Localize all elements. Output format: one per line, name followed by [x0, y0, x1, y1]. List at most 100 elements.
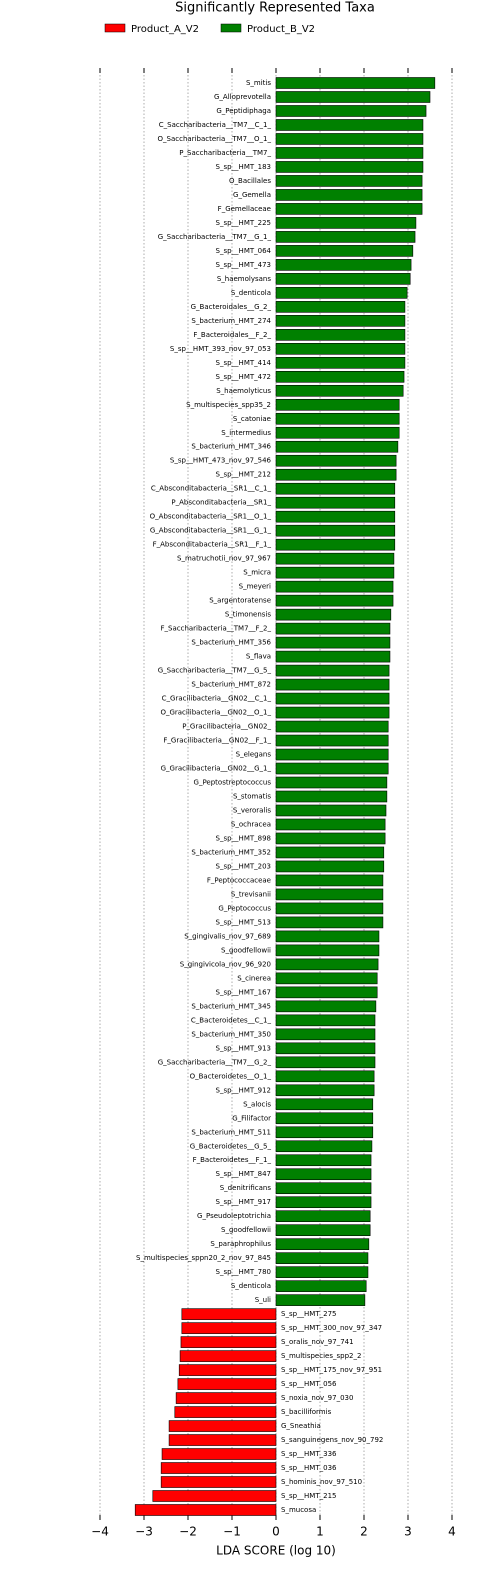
bar — [275, 1280, 367, 1292]
category-label: S_multispecies_spp35_2 — [186, 401, 271, 409]
category-label: S_flava — [246, 653, 271, 661]
category-label: G_Saccharibacteria__TM7__G_2_ — [158, 1058, 272, 1066]
category-label: S_bacterium_HMT_274 — [191, 317, 271, 325]
bar — [275, 818, 386, 831]
bar — [275, 301, 406, 313]
x-tick-label: −4 — [91, 1525, 109, 1539]
category-label: G_Gemella — [233, 191, 271, 199]
bar — [275, 329, 406, 341]
category-label: S_sp__HMT_212 — [216, 471, 271, 479]
category-label: G_Peptidiphaga — [216, 107, 271, 115]
category-label: S_micra — [243, 569, 271, 577]
bar — [275, 692, 390, 705]
legend-label: Product_B_V2 — [247, 24, 315, 35]
bar — [275, 986, 378, 999]
bar — [275, 888, 384, 901]
category-label: S_sp__HMT_473_nov_97_546 — [170, 457, 272, 465]
x-tick-label: 1 — [316, 1525, 324, 1539]
x-tick-label: −3 — [135, 1525, 153, 1539]
category-label: G_Absconditabacteria__SR1__G_1_ — [150, 527, 272, 535]
category-label: F_Gracilibacteria__GN02__F_1_ — [163, 737, 271, 745]
bar — [275, 1224, 371, 1236]
bar — [178, 1364, 277, 1376]
category-label: S_sp__HMT_336 — [281, 1450, 337, 1458]
bar — [275, 147, 424, 159]
bar — [275, 1168, 372, 1181]
bar — [275, 1042, 376, 1055]
bar — [275, 944, 380, 957]
bar — [177, 1378, 277, 1390]
bar — [275, 1294, 366, 1306]
category-label: S_bacterium_HMT_350 — [191, 1030, 271, 1038]
category-label: G_Filifactor — [232, 1114, 271, 1122]
x-tick-label: 3 — [404, 1525, 412, 1539]
bar — [275, 91, 431, 103]
bar — [275, 706, 390, 719]
bar — [275, 1014, 376, 1027]
category-label: P_Absconditabacteria__SR1_ — [171, 499, 271, 507]
category-label: S_cinerea — [237, 974, 271, 982]
category-label: S_bacterium_HMT_352 — [191, 848, 271, 856]
bar — [275, 650, 391, 663]
category-label: S_sp__HMT_183 — [216, 163, 271, 171]
category-label: F_Bacteroidetes__F_1_ — [193, 1156, 272, 1164]
bar — [275, 1126, 374, 1139]
bar — [275, 538, 396, 551]
category-label: S_intermedius — [221, 429, 271, 437]
category-label: S_sp__HMT_175_nov_97_951 — [281, 1366, 382, 1374]
bar — [275, 454, 397, 467]
category-label: S_paraphrophilus — [210, 1240, 271, 1248]
bar — [275, 622, 391, 635]
bar — [275, 482, 396, 495]
bar — [180, 1336, 277, 1348]
category-label: F_Peptococcaceae — [207, 876, 271, 884]
category-label: S_gingivalis_nov_97_689 — [184, 932, 271, 940]
category-label: S_alocis — [243, 1100, 271, 1108]
bar — [275, 748, 389, 761]
bar — [275, 1084, 375, 1097]
bar — [275, 972, 378, 985]
x-tick-label: 0 — [272, 1525, 280, 1539]
bar — [134, 1504, 277, 1516]
bar — [160, 1476, 277, 1488]
category-label: S_sp__HMT_167 — [216, 988, 271, 996]
category-label: S_bacterium_HMT_346 — [191, 443, 271, 451]
legend-swatch — [104, 23, 126, 33]
category-label: S_mitis — [246, 79, 271, 87]
category-label: O_Bacillales — [229, 177, 271, 185]
x-tick-label: −1 — [223, 1525, 241, 1539]
bar — [275, 1238, 370, 1250]
category-label: G_Alloprevotella — [214, 93, 271, 101]
category-label: S_sp__HMT_064 — [216, 247, 272, 255]
bar — [275, 189, 423, 201]
bar — [275, 1000, 377, 1013]
bar — [168, 1434, 277, 1446]
category-label: C_Absconditabacteria__SR1__C_1_ — [151, 485, 272, 493]
category-label: S_sp__HMT_393_nov_97_053 — [170, 345, 271, 353]
category-label: S_bacterium_HMT_872 — [191, 681, 271, 689]
category-label: S_bacilliformis — [281, 1408, 332, 1416]
category-label: S_sp__HMT_275 — [281, 1310, 336, 1318]
category-label: S_sp__HMT_917 — [216, 1198, 271, 1206]
bar — [275, 510, 396, 523]
bar — [152, 1490, 277, 1502]
bar — [275, 1140, 373, 1153]
bar — [275, 426, 400, 439]
category-label: S_denticola — [231, 1282, 271, 1290]
chart-title: Significantly Represented Taxa — [175, 1, 375, 16]
category-label: S_bacterium_HMT_345 — [191, 1002, 271, 1010]
bar — [179, 1350, 277, 1362]
category-label: S_mucosa — [281, 1506, 316, 1514]
category-label: G_Saccharibacteria__TM7__G_5_ — [158, 667, 272, 675]
category-label: S_sp__HMT_414 — [216, 359, 272, 367]
bar — [181, 1322, 277, 1334]
bar — [275, 664, 390, 677]
category-label: S_noxia_nov_97_030 — [281, 1394, 353, 1402]
category-label: S_catoniae — [233, 415, 271, 423]
category-label: S_sp__HMT_898 — [216, 834, 271, 842]
category-label: S_uli — [255, 1296, 271, 1304]
bar — [275, 259, 412, 271]
bar — [175, 1392, 277, 1404]
bar — [275, 1028, 376, 1041]
